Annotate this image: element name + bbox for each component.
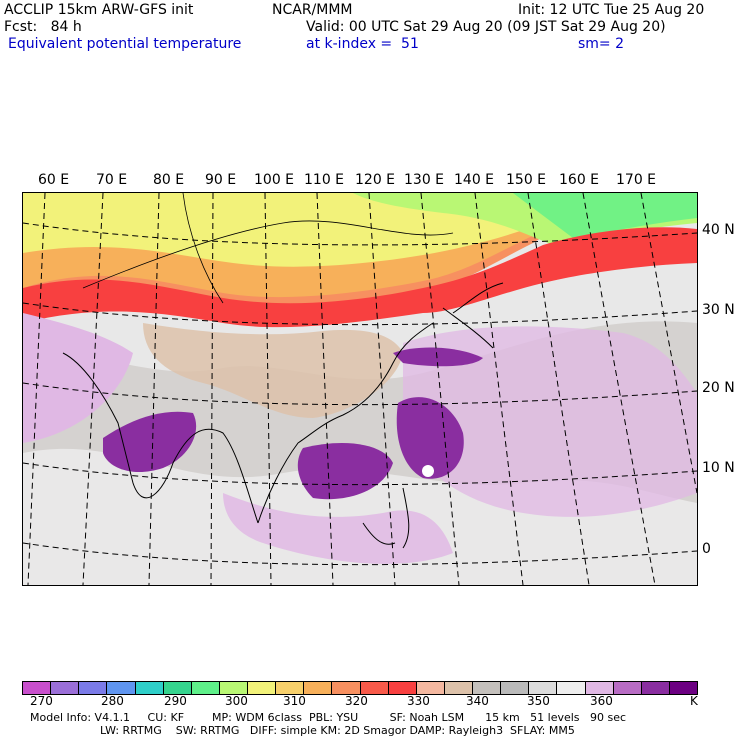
colorbar-swatch bbox=[107, 682, 136, 694]
lon-label-110e: 110 E bbox=[304, 172, 345, 188]
colorbar-swatch bbox=[669, 682, 697, 694]
lon-label-140e: 140 E bbox=[454, 172, 495, 188]
colorbar-swatch bbox=[219, 682, 248, 694]
colorbar-label-280: 280 bbox=[101, 694, 124, 708]
coastline-asia bbox=[62, 322, 434, 524]
colorbar-label-310: 310 bbox=[283, 694, 306, 708]
lon-label-80e: 80 E bbox=[153, 172, 185, 188]
colorbar-swatch bbox=[613, 682, 642, 694]
purple-south-china-sea bbox=[297, 443, 393, 500]
level-label: at k-index = 51 bbox=[306, 36, 419, 52]
lon-label-120e: 120 E bbox=[355, 172, 396, 188]
init-time: Init: 12 UTC Tue 25 Aug 20 bbox=[518, 2, 705, 18]
organization-label: NCAR/MMM bbox=[272, 2, 353, 18]
model-info-line1: Model Info: V4.1.1 CU: KF MP: WDM 6class… bbox=[30, 711, 627, 724]
field-name: Equivalent potential temperature bbox=[8, 36, 242, 52]
tan-region bbox=[143, 323, 403, 418]
map-canvas bbox=[23, 193, 697, 585]
lon-label-100e: 100 E bbox=[254, 172, 295, 188]
colorbar-swatch bbox=[332, 682, 361, 694]
lon-label-170e: 170 E bbox=[616, 172, 657, 188]
colorbar-swatch bbox=[388, 682, 417, 694]
colorbar-swatch bbox=[416, 682, 445, 694]
colorbar-label-320: 320 bbox=[345, 694, 368, 708]
country-borders bbox=[82, 193, 454, 304]
lilac-south bbox=[223, 493, 453, 564]
model-title: ACCLIP 15km ARW-GFS init bbox=[4, 2, 194, 18]
colorbar-swatch bbox=[360, 682, 389, 694]
colorbar-swatch bbox=[529, 682, 558, 694]
model-info-line2: LW: RRTMG SW: RRTMG DIFF: simple KM: 2D … bbox=[100, 724, 575, 737]
colorbar-label-270: 270 bbox=[30, 694, 53, 708]
valid-time: Valid: 00 UTC Sat 29 Aug 20 (09 JST Sat … bbox=[306, 19, 666, 35]
colorbar-swatch bbox=[444, 682, 473, 694]
lon-label-150e: 150 E bbox=[506, 172, 547, 188]
theta-e-map bbox=[22, 192, 698, 586]
lon-label-160e: 160 E bbox=[559, 172, 600, 188]
colorbar-swatch bbox=[276, 682, 305, 694]
colorbar bbox=[22, 681, 698, 695]
graticule bbox=[23, 193, 697, 585]
smoothing-label: sm= 2 bbox=[578, 36, 625, 52]
red-band bbox=[23, 227, 697, 328]
lilac-pacific bbox=[403, 326, 697, 517]
lat-label-10n: 10 N bbox=[702, 460, 735, 476]
colorbar-swatch bbox=[135, 682, 164, 694]
colorbar-unit: K bbox=[690, 694, 698, 708]
lon-label-130e: 130 E bbox=[404, 172, 445, 188]
colorbar-swatch bbox=[51, 682, 80, 694]
colorbar-swatch bbox=[191, 682, 220, 694]
colorbar-label-330: 330 bbox=[407, 694, 430, 708]
lon-label-70e: 70 E bbox=[96, 172, 128, 188]
lat-label-40n: 40 N bbox=[702, 222, 735, 238]
colorbar-swatch bbox=[557, 682, 586, 694]
purple-east-china-sea bbox=[393, 347, 483, 367]
lon-label-90e: 90 E bbox=[205, 172, 237, 188]
lat-label-0: 0 bbox=[702, 541, 711, 557]
forecast-hour: Fcst: 84 h bbox=[4, 19, 82, 35]
colorbar-label-340: 340 bbox=[466, 694, 489, 708]
colorbar-swatch bbox=[304, 682, 333, 694]
colorbar-label-290: 290 bbox=[164, 694, 187, 708]
colorbar-swatch bbox=[163, 682, 192, 694]
colorbar-swatch bbox=[23, 682, 52, 694]
colorbar-swatch bbox=[501, 682, 530, 694]
colorbar-swatch bbox=[641, 682, 670, 694]
coastline-japan bbox=[442, 282, 504, 349]
colorbar-swatch bbox=[585, 682, 614, 694]
purple-typhoon bbox=[396, 397, 464, 479]
colorbar-label-360: 360 bbox=[590, 694, 613, 708]
lilac-west bbox=[23, 313, 133, 443]
lat-label-30n: 30 N bbox=[702, 302, 735, 318]
colorbar-label-300: 300 bbox=[225, 694, 248, 708]
colorbar-swatch bbox=[473, 682, 502, 694]
colorbar-swatch bbox=[248, 682, 277, 694]
colorbar-label-350: 350 bbox=[527, 694, 550, 708]
typhoon-eye bbox=[422, 465, 434, 477]
bright-green-band bbox=[513, 193, 697, 238]
lat-label-20n: 20 N bbox=[702, 380, 735, 396]
lon-label-60e: 60 E bbox=[38, 172, 70, 188]
colorbar-swatch bbox=[79, 682, 108, 694]
